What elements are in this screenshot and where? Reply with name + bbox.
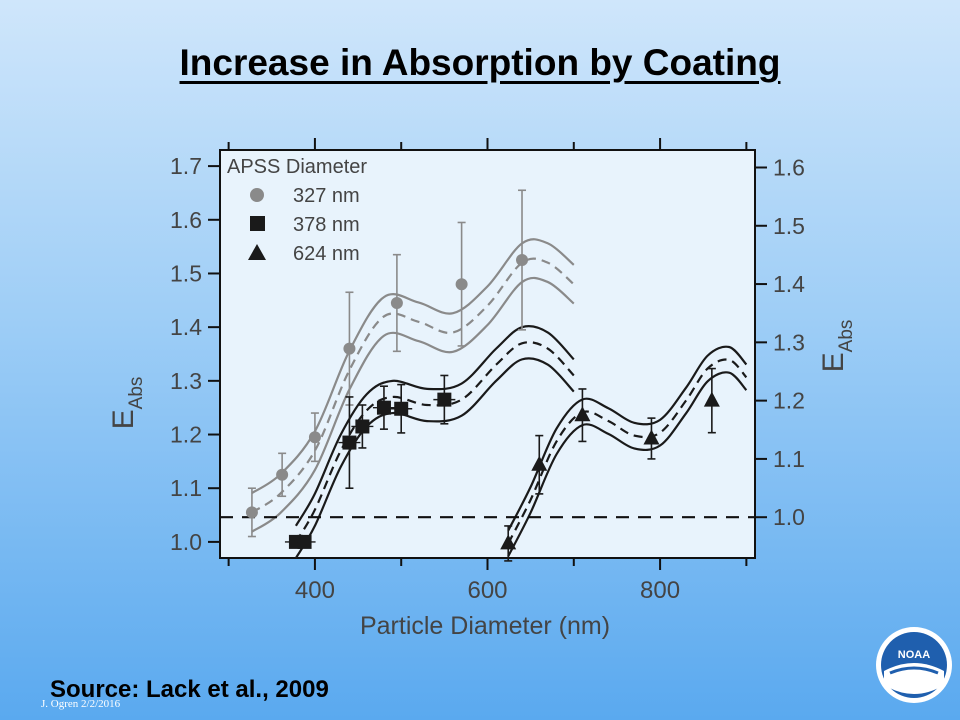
x-tick-label-600: 600: [467, 577, 507, 604]
point-2-4: [703, 391, 720, 407]
noaa-logo: NOAA: [876, 627, 952, 703]
y-left-tick-label-1.6: 1.6: [170, 207, 202, 233]
point-0-0: [245, 506, 258, 519]
legend-triangle-marker: [248, 244, 266, 260]
x-tick-label-400: 400: [295, 577, 335, 604]
legend-entry-327: 327 nm: [293, 185, 360, 207]
point-1-4: [376, 400, 391, 415]
legend-title: APSS Diameter: [227, 156, 367, 178]
point-1-3: [355, 419, 370, 434]
y-right-tick-label-1: 1.0: [773, 504, 805, 530]
x-axis-label: Particle Diameter (nm): [360, 612, 610, 640]
fit-lower-1: [294, 357, 575, 559]
legend-entry-624: 624 nm: [293, 243, 360, 265]
point-0-5: [455, 278, 468, 291]
fit-center-2: [507, 358, 748, 544]
fit-lower-0: [251, 276, 575, 533]
y-left-tick-label-1.4: 1.4: [170, 314, 202, 340]
point-2-3: [643, 429, 660, 445]
noaa-logo-text: NOAA: [898, 649, 930, 661]
y-left-tick-label-1.2: 1.2: [170, 422, 202, 448]
point-0-4: [390, 297, 403, 309]
point-1-5: [394, 401, 409, 416]
footer-author-date: J. Ogren 2/2/2016: [41, 698, 121, 710]
y-left-tick-label-1.3: 1.3: [170, 368, 202, 394]
fit-center-1: [294, 341, 575, 543]
y-right-tick-label-1.5: 1.5: [773, 213, 805, 239]
left-axis-title-sub: Abs: [126, 377, 147, 410]
point-0-3: [343, 342, 356, 355]
x-tick-label-800: 800: [640, 577, 680, 604]
fit-upper-1: [294, 325, 575, 527]
point-2-1: [531, 455, 548, 471]
fit-lower-2: [507, 371, 748, 557]
y-right-tick-label-1.3: 1.3: [773, 329, 805, 355]
y-right-tick-label-1.4: 1.4: [773, 271, 805, 297]
point-0-6: [516, 254, 529, 267]
legend-square-marker: [250, 216, 265, 231]
slide-title: Increase in Absorption by Coating: [179, 42, 781, 83]
point-1-2: [342, 435, 357, 450]
right-axis-title: EAbs: [817, 320, 857, 373]
absorption-chart: 400 600 800 1.0 1.1 1.2 1.3 1.4 1.5 1.6 1.7 1.0 1.1 1…: [107, 138, 857, 640]
svg-text:EAbs: EAbs: [817, 320, 857, 373]
source-citation: Source: Lack et al., 2009: [50, 676, 329, 703]
right-axis-title-sub: Abs: [836, 320, 857, 353]
y-left-tick-label-1.5: 1.5: [170, 260, 202, 286]
svg-text:EAbs: EAbs: [107, 377, 147, 430]
fit-center-0: [251, 257, 575, 514]
fit-upper-0: [251, 238, 575, 494]
legend: APSS Diameter 327 nm 378 nm 624 nm: [227, 156, 367, 265]
point-2-0: [500, 534, 517, 550]
fit-upper-2: [507, 345, 748, 532]
legend-entry-378: 378 nm: [293, 214, 360, 236]
right-axis-title-main: E: [817, 352, 850, 372]
point-1-6: [437, 392, 452, 407]
point-1-1: [297, 534, 312, 549]
y-left-tick-label-1.7: 1.7: [170, 153, 202, 179]
point-0-2: [308, 431, 321, 444]
y-left-tick-label-1.1: 1.1: [170, 475, 202, 501]
axis-ticks: 400 600 800 1.0 1.1 1.2 1.3 1.4 1.5 1.6 1.7 1.0 1.1 1…: [170, 138, 805, 604]
y-left-tick-label-1: 1.0: [170, 529, 202, 555]
legend-circle-marker: [250, 188, 264, 202]
data-points: [245, 189, 720, 562]
left-axis-title: EAbs: [107, 377, 147, 430]
left-axis-title-main: E: [107, 409, 140, 429]
point-0-1: [276, 468, 289, 481]
y-right-tick-label-1.6: 1.6: [773, 154, 805, 180]
y-right-tick-label-1.1: 1.1: [773, 446, 805, 472]
fit-curves: [251, 238, 748, 559]
y-right-tick-label-1.2: 1.2: [773, 388, 805, 414]
plot-area: [219, 149, 756, 559]
point-2-2: [574, 406, 591, 422]
